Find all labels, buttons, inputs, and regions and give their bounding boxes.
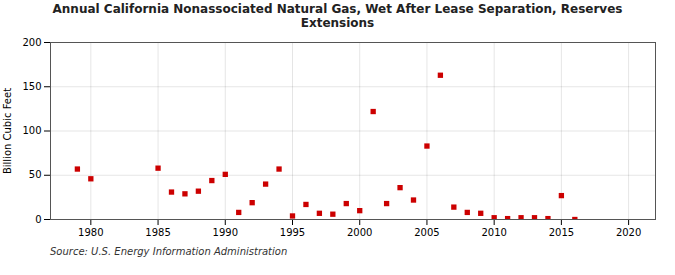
svg-text:2005: 2005 [414,227,439,238]
svg-text:150: 150 [22,81,41,92]
svg-text:1985: 1985 [145,227,170,238]
svg-text:1995: 1995 [280,227,305,238]
svg-text:1980: 1980 [78,227,103,238]
svg-text:2020: 2020 [616,227,641,238]
svg-text:100: 100 [22,125,41,136]
svg-text:Billion Cubic Feet: Billion Cubic Feet [2,88,13,174]
html-text:Annual California Nonassociate: Annual California Nonassociated Natural … [52,2,623,30]
svg-text:200: 200 [22,37,41,48]
svg-text:0: 0 [35,214,41,225]
svg-text:50: 50 [29,169,42,180]
svg-text:2015: 2015 [549,227,574,238]
svg-text:2010: 2010 [481,227,506,238]
svg-text:1990: 1990 [213,227,238,238]
svg-text:2000: 2000 [347,227,372,238]
html-text:Source: U.S. Energy Informatio: Source: U.S. Energy Information Administ… [50,246,288,257]
